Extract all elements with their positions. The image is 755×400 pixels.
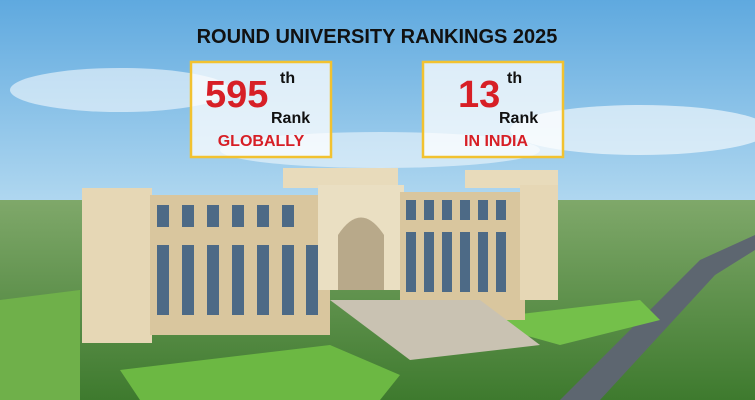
cloud xyxy=(10,68,230,112)
rank-number: 13 xyxy=(458,74,500,116)
rank-suffix: th xyxy=(507,70,522,87)
rank-box xyxy=(421,60,565,159)
rank-scope: IN INDIA xyxy=(464,133,528,150)
rank-scope: GLOBALLY xyxy=(218,133,305,150)
lawn xyxy=(120,345,400,400)
rank-box xyxy=(189,60,333,159)
rank-number: 595 xyxy=(205,74,268,116)
rank-label: Rank xyxy=(499,110,538,127)
plaza xyxy=(330,300,540,360)
rank-suffix: th xyxy=(280,70,295,87)
building xyxy=(82,168,558,343)
rank-label: Rank xyxy=(271,110,310,127)
lawn xyxy=(470,300,660,345)
cloud xyxy=(510,105,755,155)
lawn xyxy=(0,290,80,400)
title: ROUND UNIVERSITY RANKINGS 2025 xyxy=(197,26,558,48)
